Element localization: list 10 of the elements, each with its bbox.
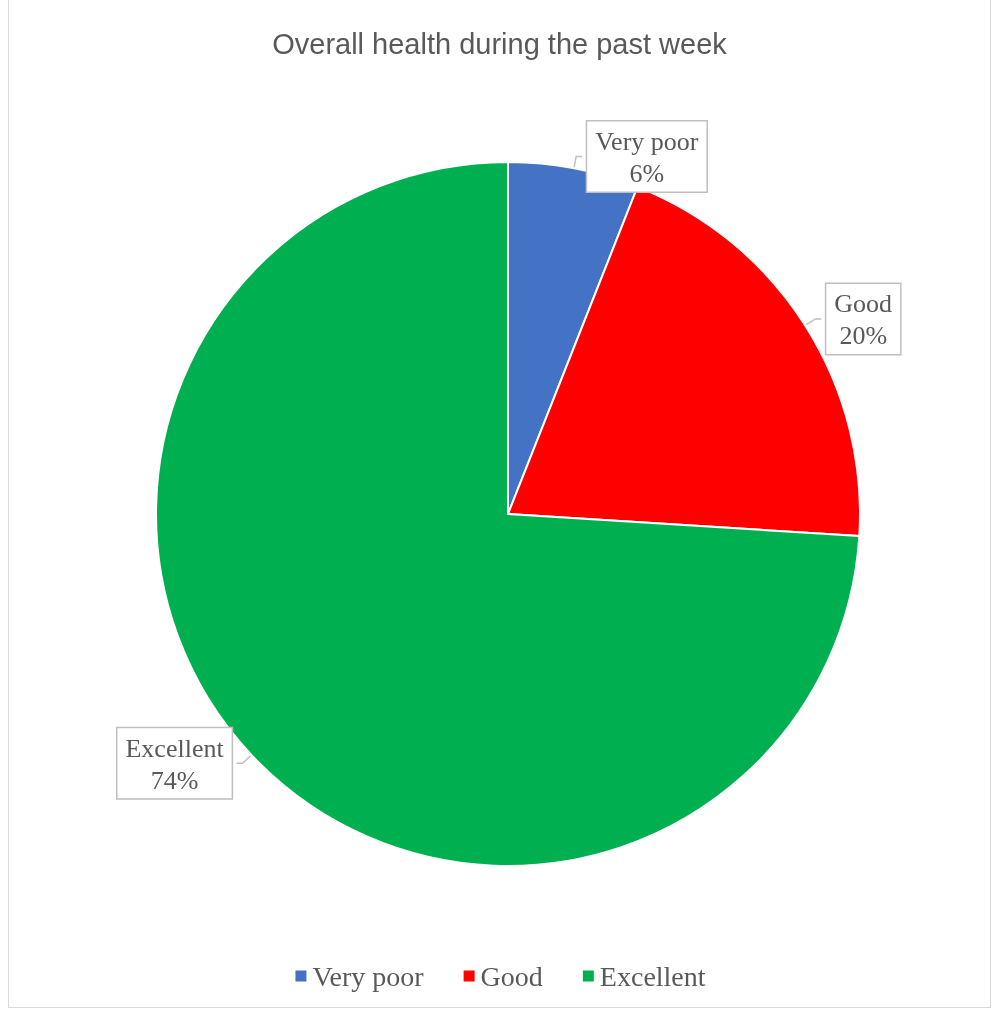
slice-label: Excellent bbox=[125, 733, 225, 763]
data-label: 20% bbox=[839, 321, 888, 351]
chart-title: Overall health during the past week bbox=[272, 27, 728, 60]
legend-label: Good bbox=[480, 960, 543, 992]
slice-label: Very poor bbox=[595, 126, 699, 156]
slice-label: Good bbox=[834, 289, 893, 319]
data-label: 6% bbox=[629, 158, 665, 188]
legend-label: Very poor bbox=[312, 960, 425, 992]
data-label: 74% bbox=[150, 765, 199, 795]
legend-label: Excellent bbox=[599, 960, 706, 992]
